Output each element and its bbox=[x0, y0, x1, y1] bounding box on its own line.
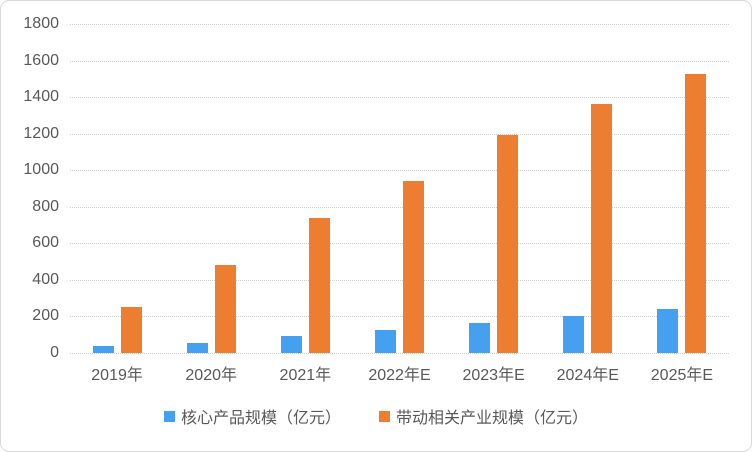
legend-item-related-industry: 带动相关产业规模（亿元） bbox=[379, 404, 588, 428]
gridline bbox=[70, 353, 729, 354]
x-axis-tick-label: 2020年 bbox=[185, 367, 238, 384]
y-axis-tick-label: 600 bbox=[32, 234, 59, 252]
y-axis-tick-label: 1200 bbox=[23, 124, 59, 142]
gridline bbox=[70, 24, 729, 25]
gridline bbox=[70, 170, 729, 172]
gridline bbox=[70, 206, 729, 208]
y-axis-tick-label: 200 bbox=[32, 307, 59, 325]
legend: 核心产品规模（亿元） 带动相关产业规模（亿元） bbox=[1, 404, 751, 428]
x-axis-tick-label: 2022年E bbox=[368, 367, 431, 384]
y-axis-tick-label: 800 bbox=[32, 197, 59, 215]
y-axis-tick-label: 400 bbox=[32, 270, 59, 288]
bar-core-product bbox=[563, 315, 585, 353]
bar-core-product bbox=[375, 329, 396, 353]
legend-swatch-orange-icon bbox=[379, 410, 390, 422]
bar-core-product bbox=[186, 342, 208, 353]
legend-item-core-product: 核心产品规模（亿元） bbox=[163, 404, 341, 428]
gridline bbox=[70, 60, 729, 62]
bar-related-industry bbox=[591, 104, 613, 353]
legend-label-related-industry: 带动相关产业规模（亿元） bbox=[396, 410, 589, 427]
x-axis-tick-label: 2024年E bbox=[556, 367, 619, 384]
bar-related-industry bbox=[308, 217, 330, 353]
x-axis-tick-label: 2025年E bbox=[650, 367, 714, 384]
bar-related-industry bbox=[497, 134, 519, 353]
bar-related-industry bbox=[403, 181, 424, 353]
x-axis-tick-label: 2019年 bbox=[91, 367, 143, 384]
bar-related-industry bbox=[120, 307, 142, 353]
x-axis-tick-label: 2023年E bbox=[462, 367, 525, 384]
gridline bbox=[70, 279, 729, 281]
bar-related-industry bbox=[214, 264, 236, 353]
gridline bbox=[70, 97, 729, 99]
bar-core-product bbox=[280, 336, 302, 353]
bar-core-product bbox=[469, 322, 491, 353]
legend-swatch-blue-icon bbox=[163, 410, 175, 422]
x-axis-tick-label: 2021年 bbox=[279, 367, 332, 384]
y-axis-tick-label: 1800 bbox=[23, 15, 59, 32]
gridline bbox=[70, 133, 729, 135]
bar-core-product bbox=[657, 309, 679, 353]
y-axis-tick-label: 1400 bbox=[23, 88, 59, 106]
gridline bbox=[70, 243, 729, 245]
y-axis-tick-label: 1000 bbox=[23, 161, 59, 179]
bar-related-industry bbox=[685, 74, 707, 353]
gridline bbox=[70, 316, 729, 318]
y-axis-tick-label: 0 bbox=[50, 344, 59, 361]
bar-core-product bbox=[92, 346, 114, 353]
y-axis-tick-label: 1600 bbox=[23, 51, 59, 69]
legend-label-core-product: 核心产品规模（亿元） bbox=[180, 410, 341, 427]
